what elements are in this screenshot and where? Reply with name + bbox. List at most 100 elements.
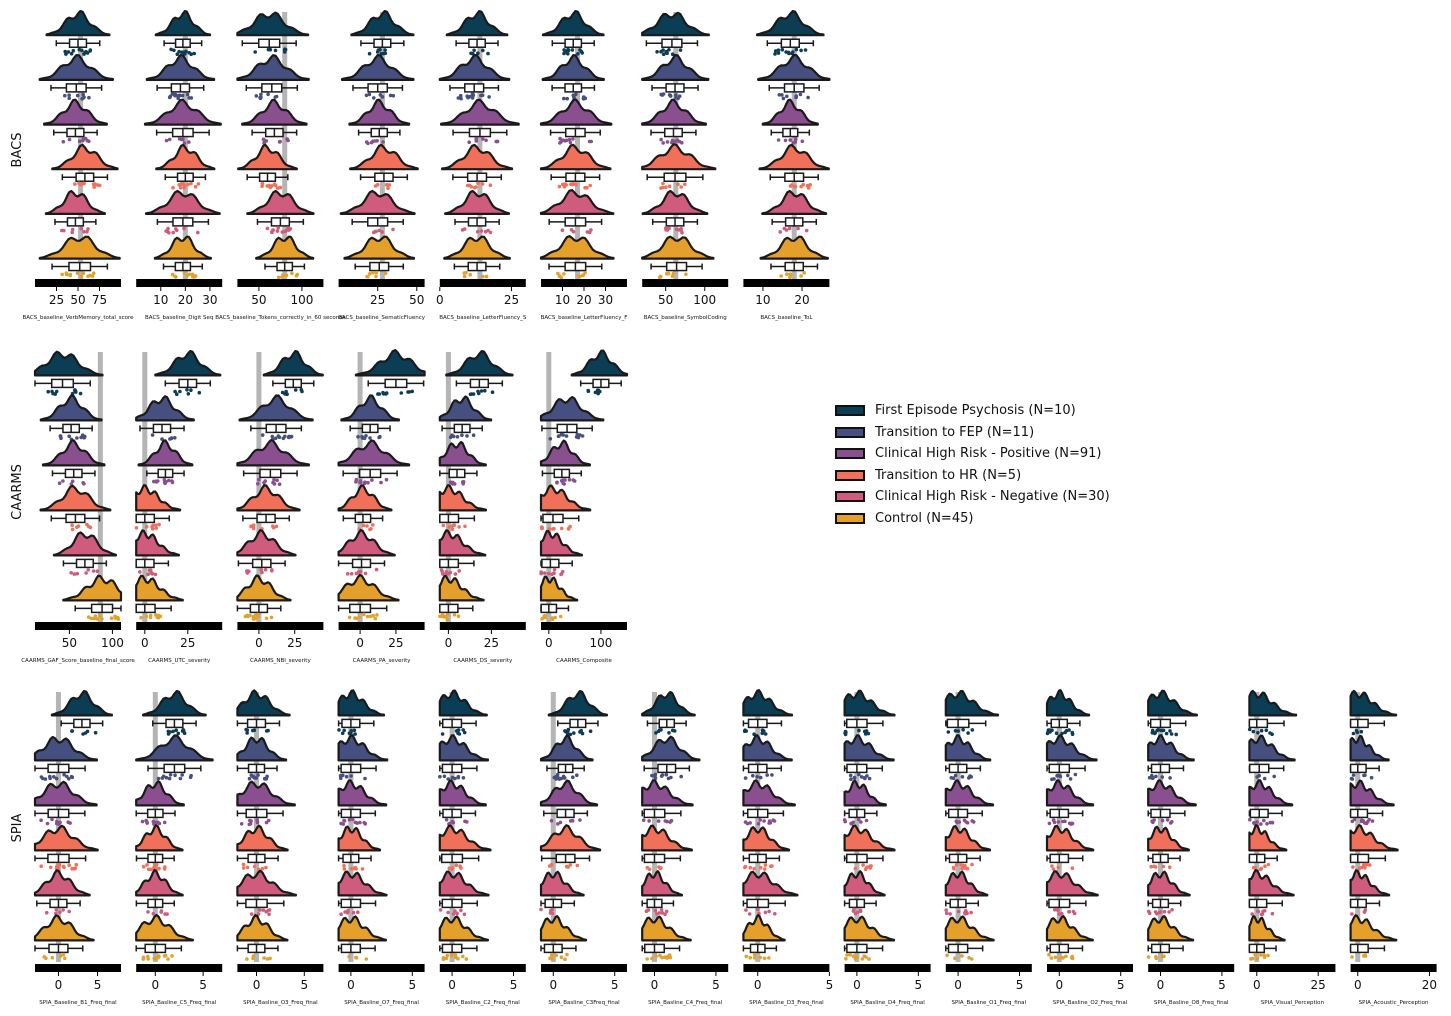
density-cloud (443, 235, 511, 260)
data-point (267, 912, 271, 917)
data-point (763, 863, 768, 867)
data-point (959, 863, 963, 867)
x-tick-label: 0 (545, 636, 553, 650)
density-cloud (337, 689, 386, 717)
data-point (175, 52, 180, 56)
density-cloud (39, 394, 103, 422)
data-point (187, 51, 191, 55)
data-point (656, 729, 661, 734)
data-point (1256, 730, 1260, 735)
x-axis (237, 622, 324, 630)
data-point (647, 867, 652, 872)
density-cloud (438, 574, 485, 602)
data-point (743, 776, 748, 780)
data-point (462, 912, 467, 917)
data-point (180, 93, 185, 98)
data-point (684, 272, 688, 277)
data-point (266, 728, 270, 733)
density-cloud (539, 779, 599, 807)
data-point (1259, 866, 1264, 871)
panel: 0 5 SPIA_Basline_C3Freq_final (539, 690, 627, 1006)
density-cloud (137, 439, 194, 467)
density-cloud (1147, 734, 1195, 762)
data-point (374, 567, 379, 572)
density-cloud (33, 350, 104, 377)
data-point (1262, 818, 1266, 823)
data-point (440, 732, 445, 736)
data-point (70, 523, 74, 527)
density-cloud (337, 484, 393, 512)
data-point (655, 912, 659, 916)
data-point (262, 141, 266, 145)
density-cloud (246, 189, 315, 215)
data-point (476, 181, 480, 186)
data-point (65, 774, 69, 779)
data-point (79, 274, 84, 279)
data-point (158, 614, 163, 619)
data-point (849, 821, 854, 826)
data-point (1049, 956, 1054, 960)
x-tick-label: 5 (712, 978, 720, 992)
data-point (1369, 775, 1374, 780)
data-point (843, 732, 848, 737)
density-cloud (33, 780, 98, 807)
data-point (760, 731, 765, 735)
data-point (744, 954, 749, 959)
density-cloud (135, 574, 184, 602)
x-tick-label: 5 (914, 978, 922, 992)
data-point (342, 867, 347, 871)
x-axis (237, 964, 324, 972)
x-tick-label: 100 (290, 293, 313, 307)
legend-label: Transition to HR (N=5) (875, 467, 1022, 483)
data-point (495, 139, 500, 144)
x-axis-label: BACS_baseline_Tokens_correctly_in_60 sec… (215, 315, 345, 321)
data-point (75, 436, 79, 440)
data-point (1351, 865, 1355, 869)
x-tick-label: 25 (180, 636, 195, 650)
density-cloud (539, 824, 602, 852)
data-point (148, 568, 153, 572)
x-tick-label: 20 (576, 293, 591, 307)
data-point (58, 954, 63, 958)
density-cloud (438, 689, 488, 717)
data-point (566, 51, 570, 56)
density-cloud (1349, 914, 1398, 942)
panel: 25 50 75 BACS_baseline_VerbMemory_total_sco… (22, 10, 134, 321)
density-cloud (438, 54, 511, 81)
data-point (566, 727, 571, 732)
data-point (438, 908, 443, 912)
data-point (580, 731, 585, 736)
data-point (88, 525, 93, 530)
data-point (946, 730, 951, 734)
density-cloud (337, 734, 389, 762)
data-point (371, 523, 375, 527)
data-point (743, 728, 747, 732)
data-point (363, 480, 367, 485)
data-point (452, 613, 457, 617)
density-cloud (143, 98, 222, 126)
density-cloud (337, 529, 396, 557)
data-point (953, 729, 958, 733)
data-point (109, 616, 114, 620)
density-cloud (135, 734, 214, 762)
data-point (75, 571, 79, 576)
data-point (798, 92, 803, 97)
data-point (407, 390, 412, 394)
data-point (571, 93, 576, 98)
data-point (353, 732, 357, 736)
data-point (654, 954, 658, 958)
data-point (667, 184, 672, 188)
data-point (1064, 954, 1068, 959)
data-point (69, 51, 74, 56)
data-point (557, 184, 562, 189)
data-point (187, 96, 191, 100)
x-tick-label: 25 (388, 636, 403, 650)
data-point (776, 138, 781, 142)
data-point (171, 729, 175, 734)
data-point (364, 140, 369, 144)
data-point (864, 729, 869, 733)
density-cloud (1045, 779, 1095, 807)
data-point (582, 96, 586, 100)
data-point (487, 95, 491, 99)
density-cloud (340, 394, 400, 422)
